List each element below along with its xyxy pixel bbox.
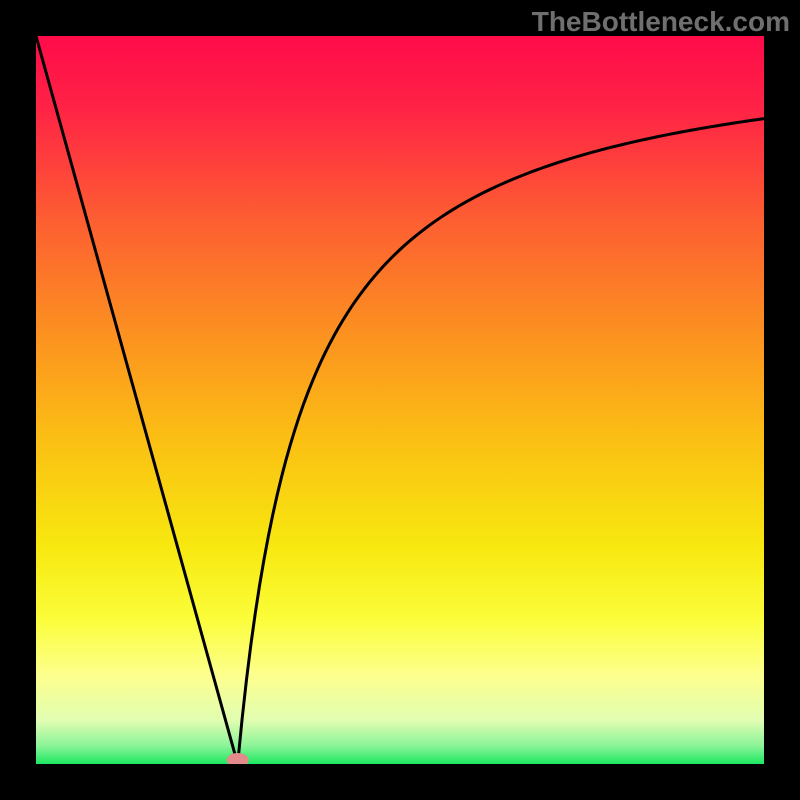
watermark-text: TheBottleneck.com	[532, 6, 790, 38]
plot-background	[36, 36, 764, 764]
plot-area	[36, 36, 764, 764]
plot-svg	[36, 36, 764, 764]
chart-container: TheBottleneck.com	[0, 0, 800, 800]
